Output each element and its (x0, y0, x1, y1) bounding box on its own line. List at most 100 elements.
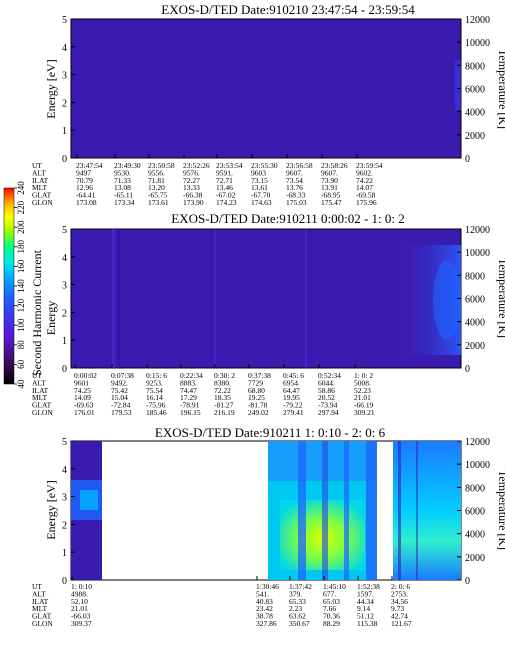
ephemeris-value: -66.19 (354, 401, 374, 410)
ephemeris-value: 14.09 (74, 393, 91, 402)
colorbar-ticks: 40 60 80 100 120 140 160 180 200 220 240 (14, 181, 26, 389)
ephemeris-value: 23:50:58 (148, 161, 175, 170)
ephemeris-value: 73.54 (286, 176, 303, 185)
colorbar-tick-label: 180 (16, 240, 26, 254)
y2tick-label: 2000 (465, 553, 485, 564)
panel-2-axes: 0 1 2 3 4 5 0 2000 4000 6000 8000 10000 12000 (62, 225, 490, 375)
ephemeris-value: 1:52:38 (357, 582, 380, 591)
ephemeris-value: 9.73 (391, 604, 404, 613)
y2tick-label: 0 (465, 576, 470, 587)
y2tick-label: 2000 (465, 131, 485, 142)
y2tick-label: 2000 (465, 341, 485, 352)
y2tick-label: 10000 (465, 460, 490, 471)
ephemeris-value: 21.01 (71, 604, 88, 613)
ephemeris-value: 19.95 (283, 393, 300, 402)
ytick-label: 3 (62, 493, 67, 504)
ephemeris-value: 21.01 (354, 393, 371, 402)
ephemeris-value: 65.03 (323, 597, 340, 606)
ephemeris-value: 309.37 (71, 619, 92, 628)
ephemeris-value: 42.74 (391, 612, 408, 621)
y2tick-label: 4000 (465, 108, 485, 119)
ephemeris-value: 13.91 (321, 183, 338, 192)
ytick-label: 1 (62, 336, 67, 347)
ephemeris-value: 7729 (248, 378, 263, 387)
colorbar-tick-label: 40 (16, 379, 26, 389)
ephemeris-value: 9607. (321, 168, 338, 177)
ephemeris-value: 176.01 (74, 408, 95, 417)
ephemeris-value: 1:45:10 (323, 582, 346, 591)
ephemeris-value: 0:07:38 (111, 371, 134, 380)
ytick-label: 5 (62, 15, 67, 26)
ephemeris-value: 9.14 (357, 604, 370, 613)
ephemeris-value: 72.22 (214, 386, 231, 395)
ephemeris-value: 88.29 (323, 619, 340, 628)
ephemeris-value: 8883. (180, 378, 197, 387)
ytick-label: 3 (62, 281, 67, 292)
panel-2-y2label: Temperature [K] (496, 258, 505, 338)
ephemeris-row-label: ALT (32, 589, 46, 598)
ephemeris-row-label: MLT (32, 183, 48, 192)
ephemeris-value: 73.15 (251, 176, 268, 185)
ephemeris-value: -81.78 (248, 401, 268, 410)
ephemeris-value: 175.47 (321, 198, 342, 207)
ephemeris-row-label: ALT (32, 378, 46, 387)
ytick-label: 2 (62, 308, 67, 319)
colorbar: 40 60 80 100 120 140 160 180 200 220 240 Second Ha… (3, 181, 44, 389)
ephemeris-value: 16.14 (146, 393, 163, 402)
ephemeris-value: 9576. (183, 168, 200, 177)
colorbar-scale (3, 187, 15, 385)
ephemeris-value: -78.91 (180, 401, 200, 410)
y2tick-label: 6000 (465, 507, 485, 518)
ephemeris-value: 1597. (357, 589, 374, 598)
ytick-label: 0 (62, 364, 67, 375)
y2tick-label: 0 (465, 154, 470, 165)
ephemeris-row-label: MLT (32, 393, 48, 402)
ephemeris-value: 1: 0: 2 (354, 371, 373, 380)
y2tick-label: 8000 (465, 483, 485, 494)
panel-3: EXOS-D/TED Date:910211 1: 0:10 - 2: 0: 6… (32, 425, 505, 628)
ephemeris-value: 40.83 (256, 597, 273, 606)
ephemeris-value: 179.53 (111, 408, 132, 417)
ephemeris-row-label: GLAT (32, 612, 52, 621)
y2tick-label: 10000 (465, 38, 490, 49)
panel-1-ylabel: Energy [eV] (44, 59, 58, 118)
y2tick-label: 12000 (465, 437, 490, 448)
ephemeris-value: 52.10 (71, 597, 88, 606)
ephemeris-value: 75.42 (111, 386, 128, 395)
ephemeris-value: 17.29 (180, 393, 197, 402)
ephemeris-value: 9603 (251, 168, 266, 177)
ephemeris-value: 15.04 (111, 393, 128, 402)
y2tick-label: 10000 (465, 248, 490, 259)
ephemeris-value: 1:37:42 (289, 582, 312, 591)
ephemeris-value: 327.86 (256, 619, 277, 628)
ephemeris-row-label: ILAT (32, 386, 49, 395)
ytick-label: 1 (62, 126, 67, 137)
ephemeris-value: 23:58:26 (321, 161, 348, 170)
ytick-label: 0 (62, 576, 67, 587)
ephemeris-value: 2.23 (289, 604, 302, 613)
ephemeris-value: 9253. (146, 378, 163, 387)
panel-3-ylabel: Energy [eV] (44, 480, 58, 539)
ephemeris-value: 70.36 (323, 612, 340, 621)
panel-2-ylabel: Energy (44, 301, 58, 335)
ephemeris-value: 23:49:30 (114, 161, 141, 170)
ephemeris-value: 249.02 (248, 408, 269, 417)
y2tick-label: 12000 (465, 225, 490, 236)
ephemeris-value: 5008. (354, 378, 371, 387)
ytick-label: 3 (62, 71, 67, 82)
ephemeris-value: 115.38 (357, 619, 378, 628)
ytick-label: 4 (62, 253, 67, 264)
ephemeris-row-label: GLAT (32, 401, 52, 410)
ephemeris-value: 13.46 (216, 183, 233, 192)
ephemeris-row-label: UT (32, 161, 42, 170)
ephemeris-value: 379. (289, 589, 302, 598)
ephemeris-value: 63.62 (289, 612, 306, 621)
ephemeris-row-label: ILAT (32, 597, 49, 606)
ephemeris-value: 23:53:54 (216, 161, 243, 170)
panel-2: EXOS-D/TED Date:910211 0:00:02 - 1: 0: 2… (32, 211, 505, 417)
ephemeris-value: 0:37:38 (248, 371, 271, 380)
y2tick-label: 12000 (465, 15, 490, 26)
ephemeris-value: 72.71 (216, 176, 233, 185)
